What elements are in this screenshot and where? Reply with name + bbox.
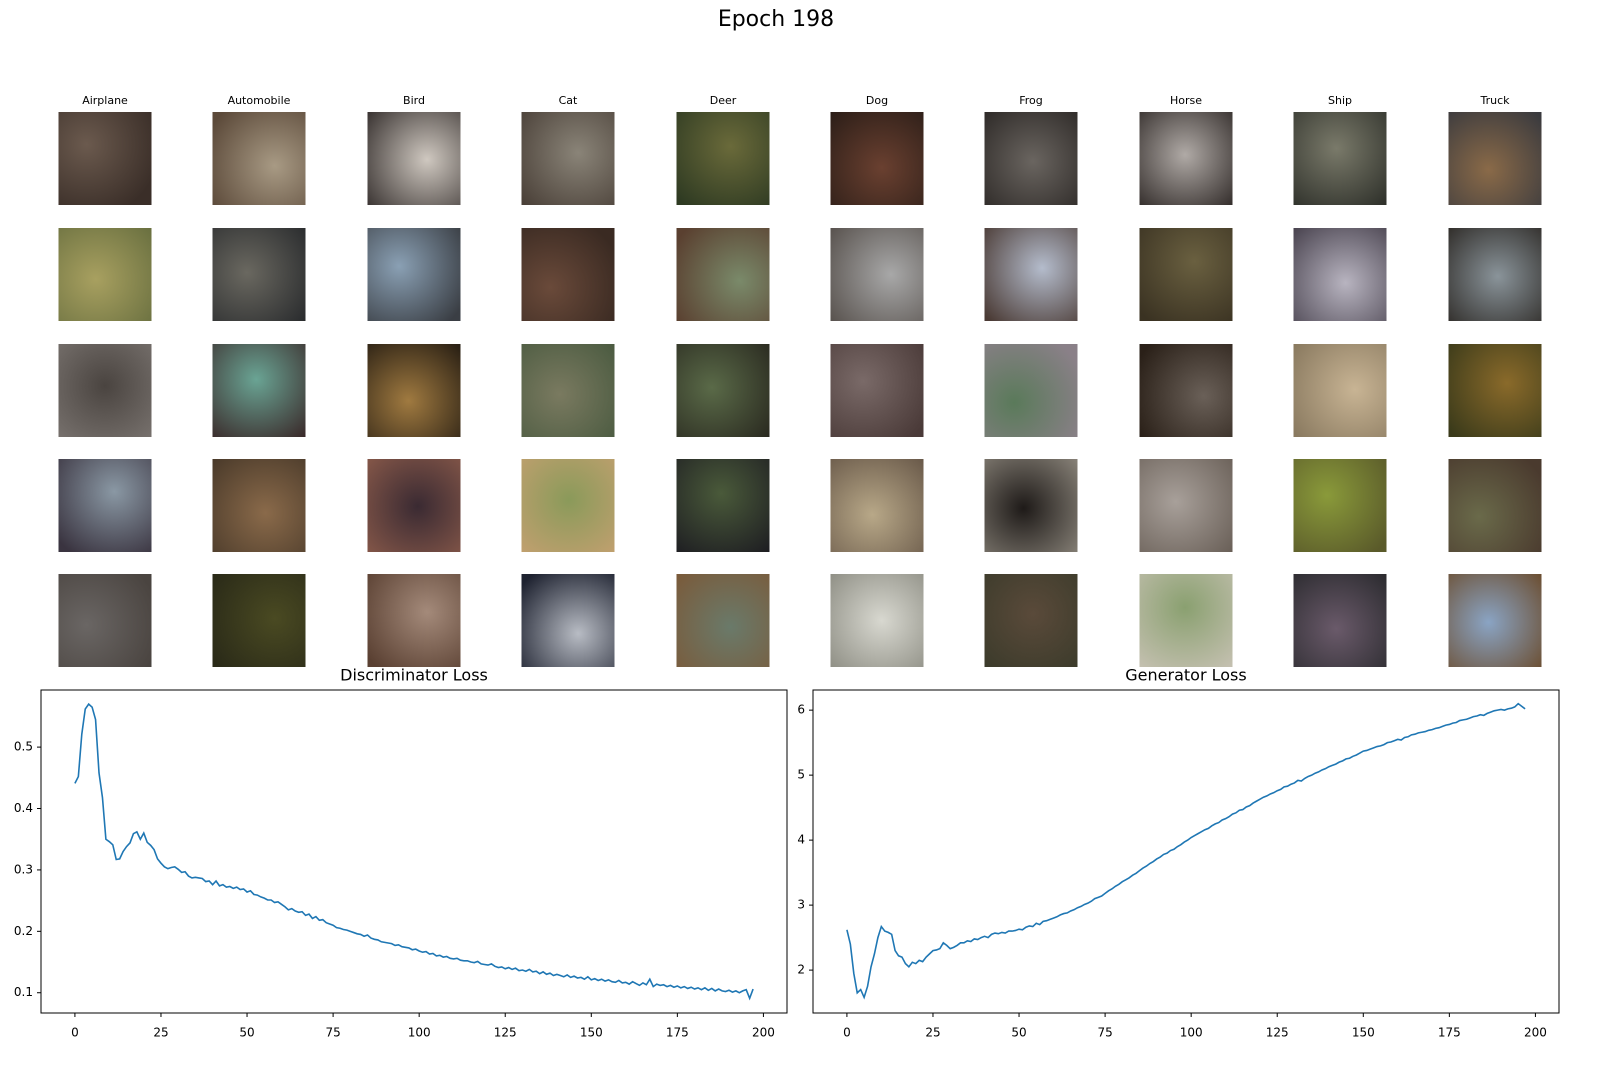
y-tick-label: 3 bbox=[797, 898, 805, 912]
sample-image bbox=[830, 459, 924, 552]
chart-title: Discriminator Loss bbox=[340, 666, 488, 685]
y-tick-label: 0.4 bbox=[14, 801, 33, 815]
sample-image bbox=[212, 574, 306, 667]
x-tick-label: 125 bbox=[1266, 1026, 1289, 1040]
y-tick-label: 6 bbox=[797, 703, 805, 717]
column-label: Cat bbox=[559, 94, 578, 107]
column-label: Automobile bbox=[228, 94, 291, 107]
plot-frame bbox=[812, 689, 1560, 1014]
sample-image bbox=[1293, 344, 1387, 437]
sample-image bbox=[521, 459, 615, 552]
y-tick-label: 2 bbox=[797, 963, 805, 977]
loss-line bbox=[74, 702, 754, 1001]
sample-image bbox=[521, 112, 615, 205]
sample-image bbox=[984, 228, 1078, 321]
sample-image bbox=[521, 344, 615, 437]
sample-image bbox=[676, 112, 770, 205]
sample-image bbox=[1139, 574, 1233, 667]
sample-image bbox=[676, 228, 770, 321]
column-label: Horse bbox=[1170, 94, 1202, 107]
sample-image bbox=[1139, 344, 1233, 437]
sample-image bbox=[58, 574, 152, 667]
sample-image bbox=[830, 574, 924, 667]
sample-image bbox=[367, 574, 461, 667]
x-tick-label: 150 bbox=[1352, 1026, 1375, 1040]
column-label: Dog bbox=[866, 94, 888, 107]
sample-image bbox=[1293, 459, 1387, 552]
x-tick-label: 200 bbox=[1524, 1026, 1547, 1040]
loss-line bbox=[846, 702, 1526, 1000]
x-tick-label: 25 bbox=[925, 1026, 940, 1040]
x-tick-label: 125 bbox=[494, 1026, 517, 1040]
sample-image bbox=[984, 574, 1078, 667]
x-tick-label: 75 bbox=[1097, 1026, 1112, 1040]
column-label: Bird bbox=[403, 94, 425, 107]
sample-image bbox=[830, 344, 924, 437]
sample-image bbox=[830, 112, 924, 205]
column-label: Airplane bbox=[82, 94, 128, 107]
x-tick-label: 75 bbox=[325, 1026, 340, 1040]
sample-image bbox=[58, 228, 152, 321]
sample-image bbox=[676, 459, 770, 552]
sample-image bbox=[212, 344, 306, 437]
sample-image bbox=[58, 344, 152, 437]
column-label: Truck bbox=[1479, 94, 1510, 107]
sample-image bbox=[1139, 459, 1233, 552]
column-label: Ship bbox=[1328, 94, 1352, 107]
sample-image bbox=[521, 574, 615, 667]
y-tick-label: 0.1 bbox=[14, 985, 33, 999]
y-tick-label: 0.5 bbox=[14, 740, 33, 754]
sample-image bbox=[984, 112, 1078, 205]
x-tick-label: 0 bbox=[71, 1026, 79, 1040]
x-tick-label: 50 bbox=[239, 1026, 254, 1040]
sample-image bbox=[1293, 112, 1387, 205]
sample-image bbox=[58, 112, 152, 205]
plot-frame bbox=[40, 689, 788, 1014]
sample-image bbox=[1139, 228, 1233, 321]
sample-image bbox=[1448, 459, 1542, 552]
sample-image bbox=[676, 344, 770, 437]
sample-image bbox=[521, 228, 615, 321]
y-tick-label: 0.2 bbox=[14, 924, 33, 938]
sample-image bbox=[212, 228, 306, 321]
column-label: Frog bbox=[1019, 94, 1043, 107]
y-tick-label: 0.3 bbox=[14, 862, 33, 876]
x-tick-label: 0 bbox=[843, 1026, 851, 1040]
sample-image bbox=[1448, 344, 1542, 437]
x-tick-label: 100 bbox=[1180, 1026, 1203, 1040]
sample-image bbox=[367, 228, 461, 321]
chart-title: Generator Loss bbox=[1125, 666, 1246, 685]
sample-image bbox=[830, 228, 924, 321]
sample-image bbox=[367, 344, 461, 437]
sample-image bbox=[58, 459, 152, 552]
sample-image bbox=[1448, 112, 1542, 205]
x-tick-label: 25 bbox=[153, 1026, 168, 1040]
x-tick-label: 175 bbox=[1438, 1026, 1461, 1040]
figure-title: Epoch 198 bbox=[718, 7, 834, 32]
x-tick-label: 175 bbox=[666, 1026, 689, 1040]
x-tick-label: 100 bbox=[408, 1026, 431, 1040]
sample-image bbox=[1139, 112, 1233, 205]
sample-image bbox=[1448, 574, 1542, 667]
sample-image bbox=[367, 459, 461, 552]
sample-image bbox=[1293, 228, 1387, 321]
sample-image bbox=[367, 112, 461, 205]
x-tick-label: 150 bbox=[580, 1026, 603, 1040]
sample-image bbox=[212, 112, 306, 205]
sample-image bbox=[1293, 574, 1387, 667]
sample-image bbox=[984, 459, 1078, 552]
y-tick-label: 4 bbox=[797, 833, 805, 847]
sample-image bbox=[212, 459, 306, 552]
sample-image bbox=[1448, 228, 1542, 321]
y-tick-label: 5 bbox=[797, 768, 805, 782]
sample-image bbox=[676, 574, 770, 667]
sample-image bbox=[984, 344, 1078, 437]
column-label: Deer bbox=[710, 94, 737, 107]
x-tick-label: 200 bbox=[752, 1026, 775, 1040]
x-tick-label: 50 bbox=[1011, 1026, 1026, 1040]
